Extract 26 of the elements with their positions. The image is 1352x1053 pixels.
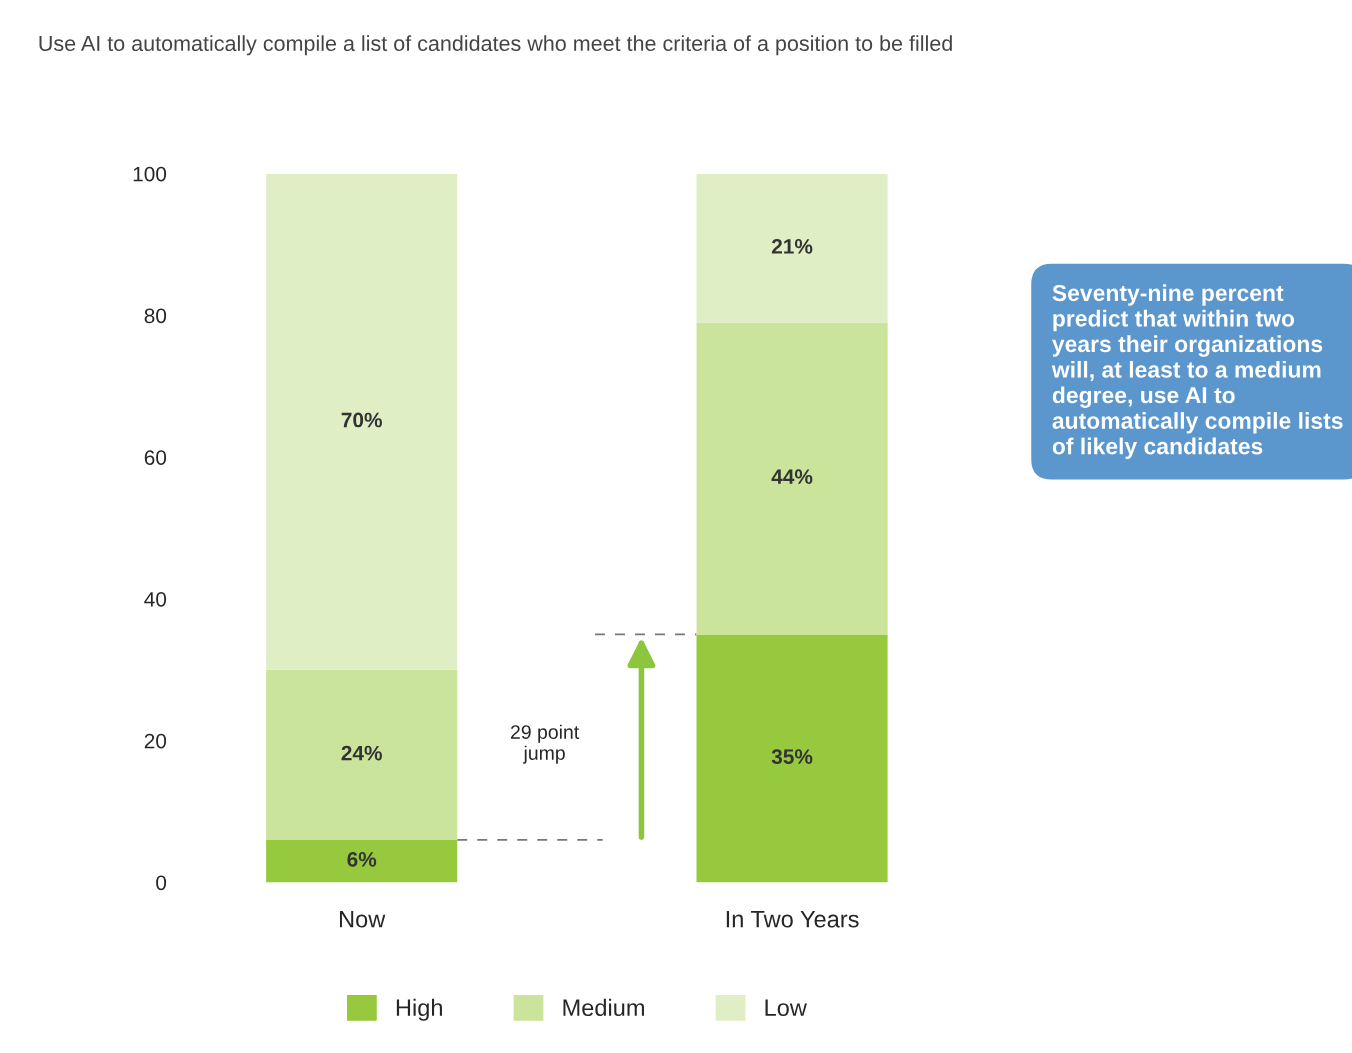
bar xyxy=(696,173,888,323)
data-label: 44% xyxy=(771,469,813,485)
data-label: 70% xyxy=(341,412,382,428)
x-tick-label: Now xyxy=(340,911,386,928)
data-label: 35% xyxy=(771,749,813,765)
legend-label: Low xyxy=(765,999,807,1017)
chart-title: Use AI to automatically compile a list of candidates who meet the criteria of a position to be filled xyxy=(39,35,952,56)
y-tick-label: 0 xyxy=(156,875,167,891)
legend-label: High xyxy=(396,998,442,1021)
y-tick-label: 80 xyxy=(144,308,167,324)
text: Seventy-nine percent predict that within two years their organizations will, at least to a medium degree, use AI to automatically compile lists of likely candidates xyxy=(1051,284,1343,459)
annotation: 29 point jump xyxy=(510,724,580,764)
data-label: 6% xyxy=(347,851,377,867)
bar xyxy=(696,322,888,635)
y-tick-label: 40 xyxy=(144,591,167,607)
y-tick-label: 60 xyxy=(144,450,167,465)
bar xyxy=(266,173,458,670)
y-tick-label: 100 xyxy=(133,166,167,182)
x-tick-label: In Two Years xyxy=(726,911,859,928)
bar xyxy=(266,669,458,840)
data-label: 21% xyxy=(771,239,813,254)
bar xyxy=(696,634,888,883)
y-tick-label: 20 xyxy=(144,733,167,749)
bar xyxy=(266,839,458,883)
legend-label: Medium xyxy=(563,998,644,1017)
data-label: 24% xyxy=(341,745,382,761)
